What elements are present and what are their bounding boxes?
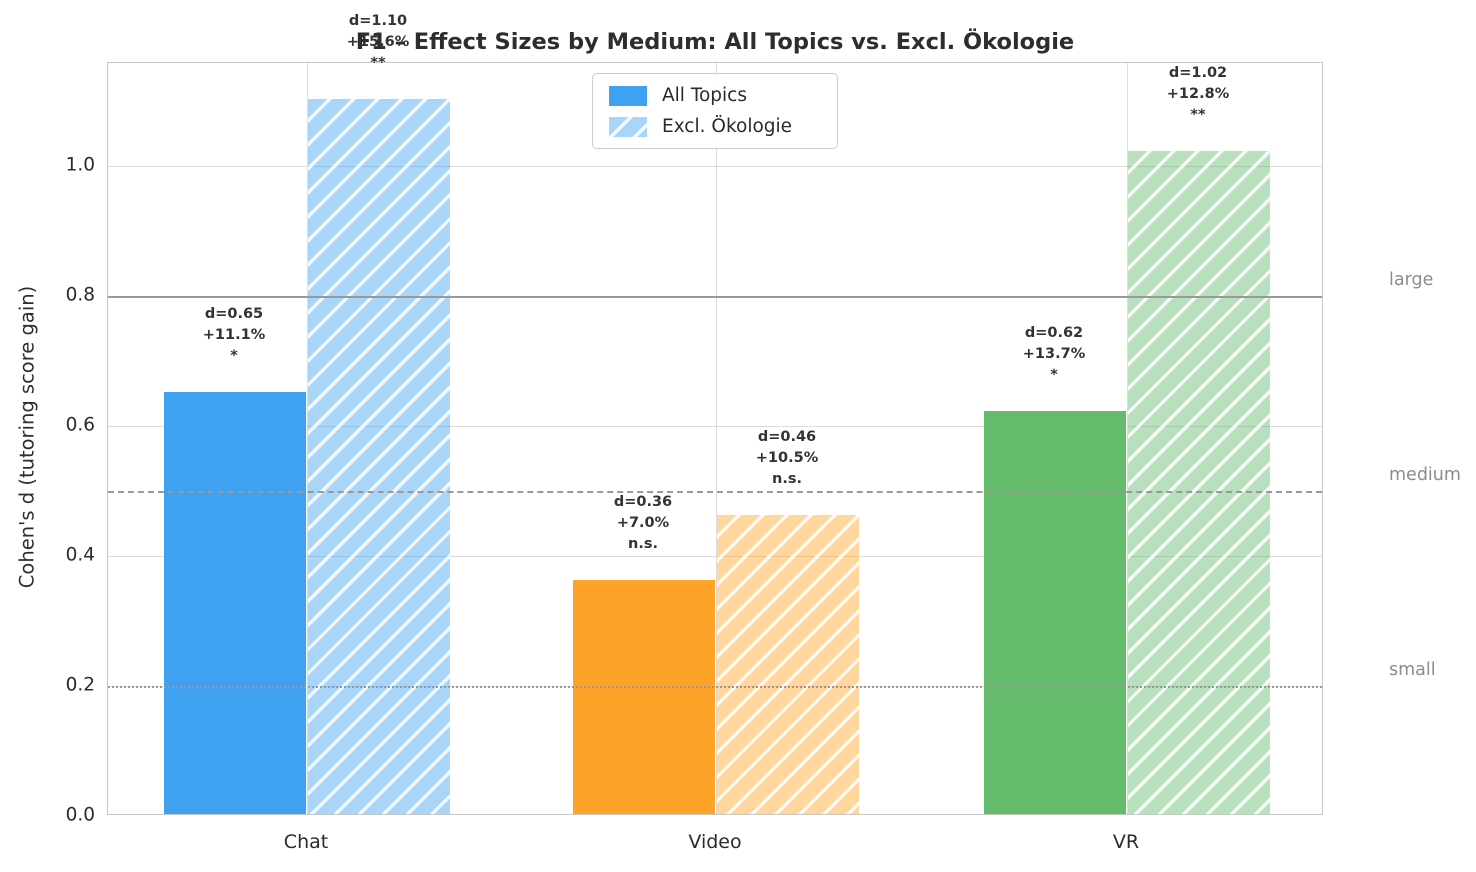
significance-label: * [230,347,238,364]
d-value-label: d=0.65 [204,305,264,322]
x-tick-label-video: Video [688,831,742,853]
plot-area [107,62,1323,815]
annotation-chat-excl-kologie: d=1.10 +15.6% ** [288,11,468,74]
x-tick-label-chat: Chat [283,831,329,853]
y-tick-label-0-4: 0.4 [65,544,95,566]
x-tick-label-vr: VR [1112,831,1140,853]
y-tick-label-1-0: 1.0 [65,154,95,176]
bar-vr-excl-kologie [1128,151,1270,814]
y-axis-label: Cohen's d (tutoring score gain) [15,285,39,589]
significance-label: n.s. [772,471,802,487]
annotation-vr-excl-kologie: d=1.02 +12.8% ** [1108,63,1288,126]
side-label-large: large [1389,270,1434,290]
gridline-x-chat [307,63,308,814]
legend-label: All Topics [662,85,747,106]
annotation-chat-all-topics: d=0.65 +11.1% * [144,304,324,367]
chart-title: F1 – Effect Sizes by Medium: All Topics … [355,29,1075,55]
y-tick-label-0-0: 0.0 [65,804,95,826]
gridline-y-0-6 [108,426,1322,427]
y-tick-label-0-6: 0.6 [65,414,95,436]
y-tick-label-0-2: 0.2 [65,674,95,696]
d-value-label: d=0.46 [757,429,817,445]
legend: All Topics Excl. Ökologie [592,73,838,149]
reference-line-large [108,296,1322,298]
side-label-small: small [1389,660,1436,680]
gridline-x-vr [1127,63,1128,814]
y-tick-label-0-8: 0.8 [65,284,95,306]
gridline-x-video [716,63,717,814]
significance-label: ** [370,55,386,71]
reference-line-medium [108,491,1322,493]
legend-entry-excl-kologie: Excl. Ökologie [609,116,821,137]
gridline-y-1-0 [108,166,1322,167]
d-value-label: d=1.02 [1168,65,1228,81]
side-label-medium: medium [1389,465,1461,485]
d-value-label: d=1.10 [348,13,408,29]
annotation-vr-all-topics: d=0.62 +13.7% * [964,323,1144,386]
percent-gain-label: +11.1% [202,326,266,343]
legend-label: Excl. Ökologie [662,116,793,137]
gridline-y-0-4 [108,556,1322,557]
bar-chat-excl-kologie [308,99,450,814]
significance-label: n.s. [628,536,658,552]
percent-gain-label: +10.5% [755,450,819,466]
significance-label: ** [1190,107,1206,123]
bar-vr-all-topics [984,411,1126,814]
d-value-label: d=0.36 [613,494,673,510]
bar-video-excl-kologie [717,515,859,814]
percent-gain-label: +7.0% [616,515,670,531]
annotation-video-excl-kologie: d=0.46 +10.5% n.s. [697,427,877,490]
reference-line-small [108,686,1322,688]
bar-video-all-topics [573,580,715,814]
percent-gain-label: +15.6% [346,34,410,50]
d-value-label: d=0.62 [1024,325,1084,341]
legend-swatch-solid [609,85,647,106]
legend-swatch-hatched [609,116,647,137]
percent-gain-label: +13.7% [1022,346,1086,362]
percent-gain-label: +12.8% [1166,86,1230,102]
bar-chat-all-topics [164,391,306,814]
significance-label: * [1050,367,1058,383]
annotation-video-all-topics: d=0.36 +7.0% n.s. [553,492,733,555]
legend-entry-all-topics: All Topics [609,85,821,106]
